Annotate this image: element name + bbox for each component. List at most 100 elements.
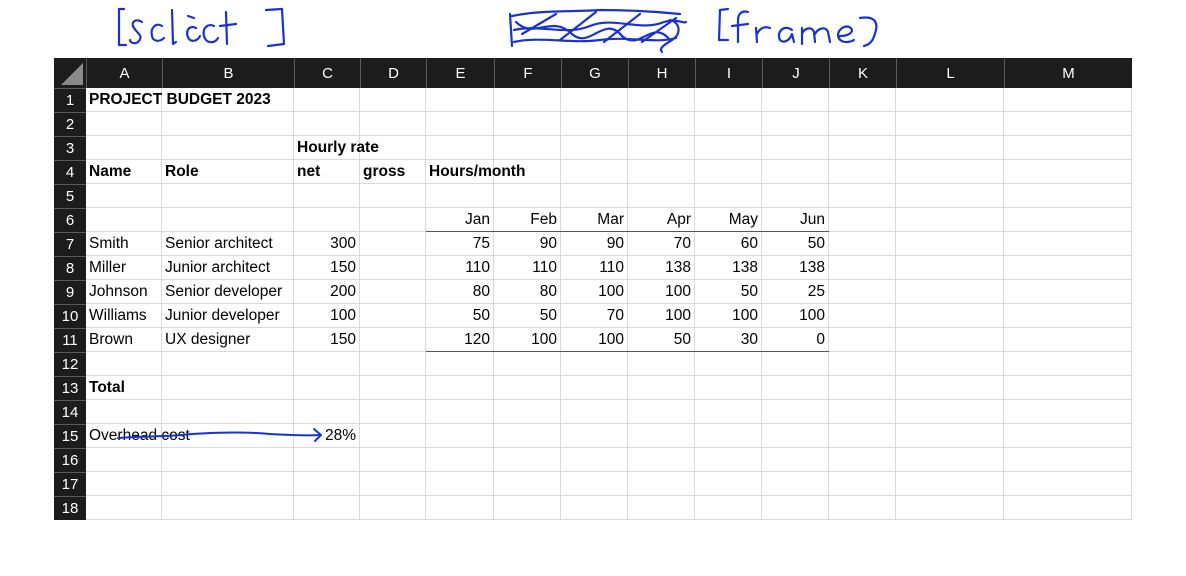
cell-h7[interactable] xyxy=(628,232,695,256)
cell-j13[interactable] xyxy=(762,376,829,400)
cell-k5[interactable] xyxy=(829,184,896,208)
cell-k2[interactable] xyxy=(829,112,896,136)
cell-i16[interactable] xyxy=(695,448,762,472)
cell-b1[interactable] xyxy=(162,88,294,112)
row-header-15[interactable]: 15 xyxy=(54,424,86,448)
cell-l14[interactable] xyxy=(896,400,1004,424)
cell-k9[interactable] xyxy=(829,280,896,304)
cell-h10[interactable] xyxy=(628,304,695,328)
cell-i13[interactable] xyxy=(695,376,762,400)
cell-h9[interactable] xyxy=(628,280,695,304)
cell-g5[interactable] xyxy=(561,184,628,208)
cell-a2[interactable] xyxy=(86,112,162,136)
cell-m1[interactable] xyxy=(1004,88,1132,112)
cell-i17[interactable] xyxy=(695,472,762,496)
cell-k17[interactable] xyxy=(829,472,896,496)
cell-i7[interactable] xyxy=(695,232,762,256)
cell-f14[interactable] xyxy=(494,400,561,424)
cell-c18[interactable] xyxy=(294,496,360,520)
cell-d9[interactable] xyxy=(360,280,426,304)
cell-d2[interactable] xyxy=(360,112,426,136)
cell-b5[interactable] xyxy=(162,184,294,208)
cell-b7[interactable] xyxy=(162,232,294,256)
cell-i5[interactable] xyxy=(695,184,762,208)
row-header-12[interactable]: 12 xyxy=(54,352,86,376)
cell-a8[interactable] xyxy=(86,256,162,280)
cell-f15[interactable] xyxy=(494,424,561,448)
column-header-f[interactable]: F xyxy=(494,58,561,88)
cell-b8[interactable] xyxy=(162,256,294,280)
cell-f16[interactable] xyxy=(494,448,561,472)
cell-j17[interactable] xyxy=(762,472,829,496)
cell-c16[interactable] xyxy=(294,448,360,472)
cell-l2[interactable] xyxy=(896,112,1004,136)
cell-g14[interactable] xyxy=(561,400,628,424)
cell-j9[interactable] xyxy=(762,280,829,304)
cell-l8[interactable] xyxy=(896,256,1004,280)
cell-k10[interactable] xyxy=(829,304,896,328)
cell-g4[interactable] xyxy=(561,160,628,184)
cell-h18[interactable] xyxy=(628,496,695,520)
cell-d16[interactable] xyxy=(360,448,426,472)
cell-b16[interactable] xyxy=(162,448,294,472)
row-header-8[interactable]: 8 xyxy=(54,256,86,280)
row-header-2[interactable]: 2 xyxy=(54,112,86,136)
cell-e8[interactable] xyxy=(426,256,494,280)
cell-j12[interactable] xyxy=(762,352,829,376)
cell-i10[interactable] xyxy=(695,304,762,328)
cell-g13[interactable] xyxy=(561,376,628,400)
column-header-g[interactable]: G xyxy=(561,58,628,88)
cell-a18[interactable] xyxy=(86,496,162,520)
cell-k16[interactable] xyxy=(829,448,896,472)
cell-j3[interactable] xyxy=(762,136,829,160)
cell-a5[interactable] xyxy=(86,184,162,208)
cell-i2[interactable] xyxy=(695,112,762,136)
cell-h13[interactable] xyxy=(628,376,695,400)
cell-f12[interactable] xyxy=(494,352,561,376)
cell-e9[interactable] xyxy=(426,280,494,304)
cell-h1[interactable] xyxy=(628,88,695,112)
cell-l18[interactable] xyxy=(896,496,1004,520)
cell-g3[interactable] xyxy=(561,136,628,160)
cell-j16[interactable] xyxy=(762,448,829,472)
cell-e2[interactable] xyxy=(426,112,494,136)
row-header-18[interactable]: 18 xyxy=(54,496,86,520)
cell-c11[interactable] xyxy=(294,328,360,352)
row-header-16[interactable]: 16 xyxy=(54,448,86,472)
cell-i15[interactable] xyxy=(695,424,762,448)
cell-c10[interactable] xyxy=(294,304,360,328)
cell-h8[interactable] xyxy=(628,256,695,280)
column-header-m[interactable]: M xyxy=(1004,58,1132,88)
cell-h16[interactable] xyxy=(628,448,695,472)
cell-d10[interactable] xyxy=(360,304,426,328)
column-header-j[interactable]: J xyxy=(762,58,829,88)
row-header-9[interactable]: 9 xyxy=(54,280,86,304)
cell-a7[interactable] xyxy=(86,232,162,256)
cell-h12[interactable] xyxy=(628,352,695,376)
cell-j1[interactable] xyxy=(762,88,829,112)
cell-h4[interactable] xyxy=(628,160,695,184)
cell-l1[interactable] xyxy=(896,88,1004,112)
cell-d18[interactable] xyxy=(360,496,426,520)
column-header-h[interactable]: H xyxy=(628,58,695,88)
row-header-14[interactable]: 14 xyxy=(54,400,86,424)
cell-d1[interactable] xyxy=(360,88,426,112)
cell-l4[interactable] xyxy=(896,160,1004,184)
cell-f1[interactable] xyxy=(494,88,561,112)
cell-m15[interactable] xyxy=(1004,424,1132,448)
cell-m4[interactable] xyxy=(1004,160,1132,184)
cell-e12[interactable] xyxy=(426,352,494,376)
cell-i8[interactable] xyxy=(695,256,762,280)
cell-d7[interactable] xyxy=(360,232,426,256)
cell-j4[interactable] xyxy=(762,160,829,184)
cell-d13[interactable] xyxy=(360,376,426,400)
cell-m17[interactable] xyxy=(1004,472,1132,496)
cell-k12[interactable] xyxy=(829,352,896,376)
cell-e18[interactable] xyxy=(426,496,494,520)
cell-b14[interactable] xyxy=(162,400,294,424)
cell-m11[interactable] xyxy=(1004,328,1132,352)
cell-j10[interactable] xyxy=(762,304,829,328)
cell-m3[interactable] xyxy=(1004,136,1132,160)
cell-e16[interactable] xyxy=(426,448,494,472)
cell-d15[interactable] xyxy=(360,424,426,448)
